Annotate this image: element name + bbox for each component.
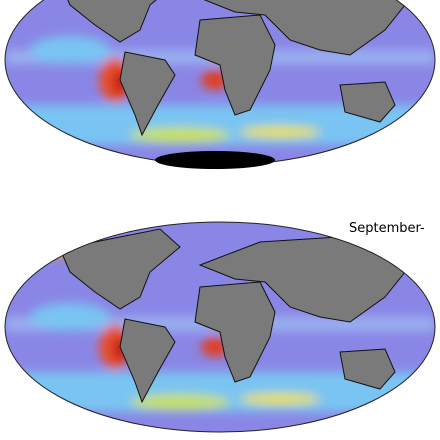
caption: September- bbox=[349, 221, 425, 236]
map-bottom bbox=[5, 222, 435, 432]
map-top bbox=[5, 0, 435, 165]
antarctica-mask bbox=[155, 151, 275, 169]
